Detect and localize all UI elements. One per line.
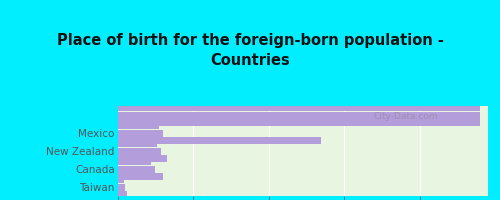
Bar [118, 140, 157, 147]
Bar [118, 112, 480, 118]
Text: Place of birth for the foreign-born population -
Countries: Place of birth for the foreign-born popu… [56, 33, 444, 68]
Bar [118, 184, 125, 190]
Bar [118, 176, 124, 183]
Bar [118, 104, 480, 111]
Bar [118, 191, 126, 198]
Bar [118, 119, 480, 126]
Bar [118, 122, 159, 129]
Bar [118, 158, 152, 165]
Bar [118, 173, 163, 180]
Bar [118, 137, 322, 144]
Bar [118, 166, 156, 172]
Bar [118, 148, 162, 154]
Bar [118, 155, 166, 162]
Text: City-Data.com: City-Data.com [374, 112, 438, 121]
Bar [118, 130, 163, 136]
